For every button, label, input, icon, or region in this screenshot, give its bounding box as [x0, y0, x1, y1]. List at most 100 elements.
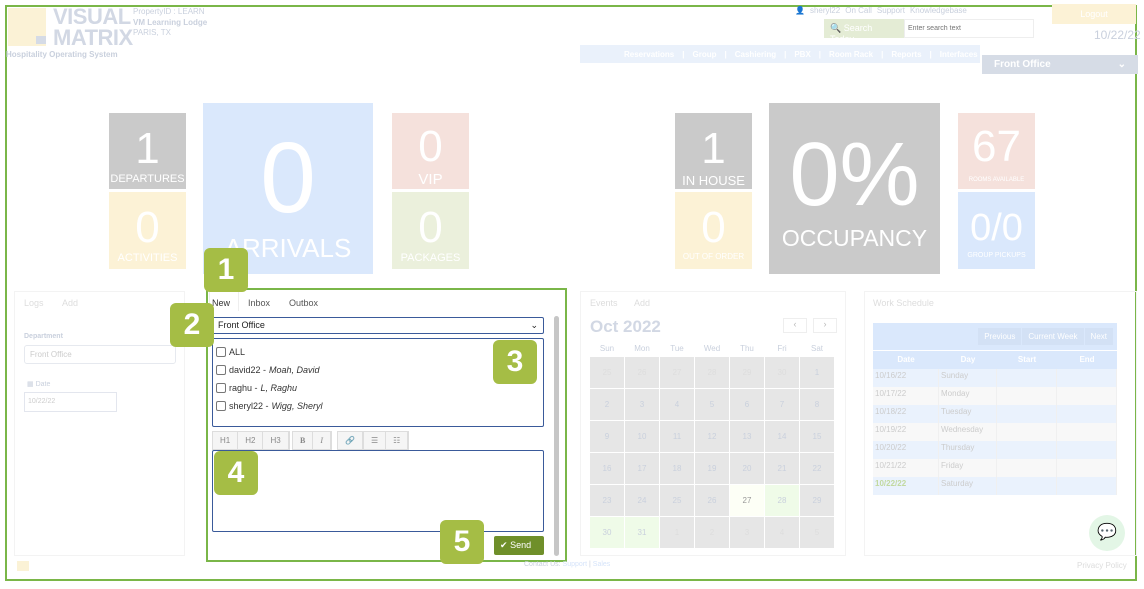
calendar-day[interactable]: 29 [800, 485, 834, 516]
calendar-day[interactable]: 23 [590, 485, 624, 516]
bullet-list-icon[interactable]: ☰ [364, 432, 387, 449]
nav-room-rack[interactable]: Room Rack [829, 49, 874, 59]
calendar-day[interactable]: 8 [800, 389, 834, 420]
in-house-tile[interactable]: 1 IN HOUSE [675, 113, 752, 189]
calendar-day[interactable]: 28 [765, 485, 799, 516]
next-week-button[interactable]: Next [1084, 328, 1113, 345]
vip-tile[interactable]: 0 VIP [392, 113, 469, 189]
current-week-button[interactable]: Current Week [1022, 328, 1084, 345]
calendar-day[interactable]: 19 [695, 453, 729, 484]
calendar-day[interactable]: 5 [800, 517, 834, 548]
nav-cashiering[interactable]: Cashiering [734, 49, 777, 59]
h3-button[interactable]: H3 [263, 432, 289, 449]
recipient-david22[interactable]: david22 - Moah, David [216, 361, 540, 379]
nav-reservations[interactable]: Reservations [624, 49, 675, 59]
calendar-day[interactable]: 20 [730, 453, 764, 484]
scrollbar[interactable] [554, 316, 559, 556]
send-button[interactable]: ✔ Send [494, 536, 544, 555]
calendar-day[interactable]: 3 [730, 517, 764, 548]
on-call-link[interactable]: On Call [845, 6, 872, 15]
calendar-day[interactable]: 18 [660, 453, 694, 484]
numbered-list-icon[interactable]: ☷ [386, 432, 409, 449]
message-department-select[interactable]: Front Office ⌄ [212, 317, 544, 334]
prev-month-button[interactable]: ‹ [783, 318, 807, 333]
calendar-day[interactable]: 11 [660, 421, 694, 452]
calendar-day[interactable]: 12 [695, 421, 729, 452]
logs-date-input[interactable]: 10/22/22 [24, 392, 117, 412]
calendar-day[interactable]: 4 [660, 389, 694, 420]
calendar-day[interactable]: 2 [590, 389, 624, 420]
calendar-day[interactable]: 28 [695, 357, 729, 388]
tab-events[interactable]: Events [590, 298, 618, 308]
calendar-day[interactable]: 9 [590, 421, 624, 452]
recipient-raghu[interactable]: raghu - L, Raghu [216, 379, 540, 397]
calendar-day[interactable]: 3 [625, 389, 659, 420]
privacy-policy-link[interactable]: Privacy Policy [1077, 561, 1127, 570]
nav-interfaces[interactable]: Interfaces [939, 49, 978, 59]
checkbox[interactable] [216, 365, 226, 375]
user-link[interactable]: sheryl22 [809, 6, 841, 15]
calendar-day[interactable]: 30 [590, 517, 624, 548]
calendar-day[interactable]: 27 [660, 357, 694, 388]
nav-group[interactable]: Group [692, 49, 717, 59]
footer-sales-link[interactable]: Sales [592, 561, 611, 568]
calendar-day[interactable]: 7 [765, 389, 799, 420]
calendar-day[interactable]: 24 [625, 485, 659, 516]
checkbox[interactable] [216, 383, 226, 393]
calendar-day[interactable]: 31 [625, 517, 659, 548]
calendar-day[interactable]: 17 [625, 453, 659, 484]
chat-icon[interactable]: 💬 [1089, 515, 1125, 551]
calendar-day[interactable]: 1 [800, 357, 834, 388]
calendar-day[interactable]: 30 [765, 357, 799, 388]
calendar-day[interactable]: 29 [730, 357, 764, 388]
checkbox[interactable] [216, 401, 226, 411]
italic-button[interactable]: I [313, 432, 332, 449]
tab-events-add[interactable]: Add [634, 298, 651, 308]
knowledgebase-link[interactable]: Knowledgebase [909, 6, 967, 15]
tab-new[interactable]: New [212, 298, 231, 308]
calendar-day[interactable]: 15 [800, 421, 834, 452]
calendar-day[interactable]: 10 [625, 421, 659, 452]
calendar-day[interactable]: 14 [765, 421, 799, 452]
calendar-day[interactable]: 4 [765, 517, 799, 548]
support-link[interactable]: Support [876, 6, 905, 15]
calendar-day[interactable]: 26 [625, 357, 659, 388]
calendar-day[interactable]: 22 [800, 453, 834, 484]
nav-reports[interactable]: Reports [891, 49, 922, 59]
link-icon[interactable]: 🔗 [338, 432, 363, 449]
recipient-sheryl22[interactable]: sheryl22 - Wigg, Sheryl [216, 397, 540, 415]
calendar-day[interactable]: 26 [695, 485, 729, 516]
tab-outbox[interactable]: Outbox [289, 298, 319, 308]
logs-department-select[interactable]: Front Office [24, 345, 176, 364]
footer-support-link[interactable]: Support [562, 561, 588, 568]
calendar-day[interactable]: 13 [730, 421, 764, 452]
tab-work-schedule[interactable]: Work Schedule [873, 298, 934, 308]
tab-inbox[interactable]: Inbox [248, 298, 271, 308]
calendar-day[interactable]: 2 [695, 517, 729, 548]
department-selector[interactable]: Front Office ⌄ [982, 55, 1138, 74]
calendar-day[interactable]: 16 [590, 453, 624, 484]
calendar-day[interactable]: 5 [695, 389, 729, 420]
search-today-button[interactable]: 🔍 Search Today [824, 19, 904, 44]
previous-week-button[interactable]: Previous [978, 328, 1022, 345]
calendar-day[interactable]: 27 [730, 485, 764, 516]
search-input[interactable] [904, 19, 1034, 38]
departures-tile[interactable]: 1 DEPARTURES [109, 113, 186, 189]
tab-logs[interactable]: Logs [24, 298, 44, 308]
group-pickups-tile[interactable]: 0/0 GROUP PICKUPS [958, 192, 1035, 269]
calendar-day[interactable]: 25 [660, 485, 694, 516]
recipient-all[interactable]: ALL [216, 343, 540, 361]
nav-pbx[interactable]: PBX [794, 49, 811, 59]
occupancy-tile[interactable]: 0% OCCUPANCY [769, 103, 940, 274]
tab-logs-add[interactable]: Add [62, 298, 79, 308]
next-month-button[interactable]: › [813, 318, 837, 333]
logout-button[interactable]: Logout [1052, 4, 1136, 24]
h1-button[interactable]: H1 [213, 432, 239, 449]
calendar-day[interactable]: 21 [765, 453, 799, 484]
message-body-editor[interactable] [212, 450, 544, 532]
packages-tile[interactable]: 0 PACKAGES [392, 192, 469, 269]
calendar-day[interactable]: 1 [660, 517, 694, 548]
out-of-order-tile[interactable]: 0 OUT OF ORDER [675, 192, 752, 269]
calendar-day[interactable]: 6 [730, 389, 764, 420]
rooms-available-tile[interactable]: 67 ROOMS AVAILABLE [958, 113, 1035, 189]
